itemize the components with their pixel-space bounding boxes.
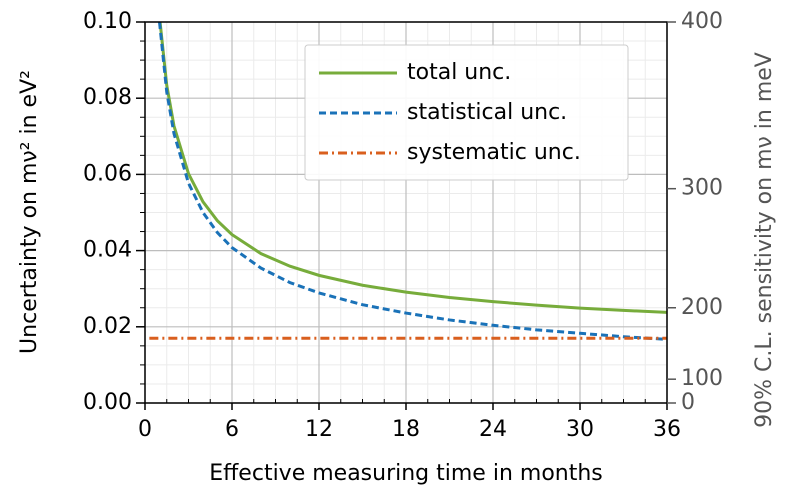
legend-label: total unc. — [407, 60, 511, 85]
legend-label: systematic unc. — [407, 140, 581, 165]
x-tick-label: 36 — [653, 417, 681, 442]
series-line — [158, 22, 667, 314]
x-tick-label: 6 — [225, 417, 239, 442]
legend-label: statistical unc. — [407, 100, 567, 125]
series-line — [158, 22, 667, 341]
plot-area — [149, 22, 667, 341]
y-tick-label: 0.06 — [83, 161, 132, 186]
y-tick-label: 0.00 — [83, 390, 132, 415]
x-tick-label: 30 — [566, 417, 594, 442]
y2-axis-label: 90% C.L. sensitivity on mν in meV — [752, 52, 777, 428]
y2-tick-label: 100 — [681, 366, 723, 391]
y2-tick-label: 300 — [681, 176, 723, 201]
x-tick-label: 0 — [138, 417, 152, 442]
y2-tick-label: 400 — [681, 9, 723, 34]
legend — [304, 44, 629, 181]
y-tick-label: 0.04 — [83, 238, 132, 263]
y-axis-label: Uncertainty on mν² in eV² — [17, 70, 42, 354]
y2-tick-label: 200 — [681, 295, 723, 320]
x-tick-label: 18 — [392, 417, 420, 442]
y-tick-label: 0.10 — [83, 9, 132, 34]
x-tick-label: 24 — [479, 417, 507, 442]
x-axis-label: Effective measuring time in months — [209, 461, 603, 486]
x-tick-label: 12 — [305, 417, 333, 442]
y-tick-label: 0.08 — [83, 85, 132, 110]
y-tick-label: 0.02 — [83, 314, 132, 339]
y2-tick-label: 0 — [681, 390, 695, 415]
